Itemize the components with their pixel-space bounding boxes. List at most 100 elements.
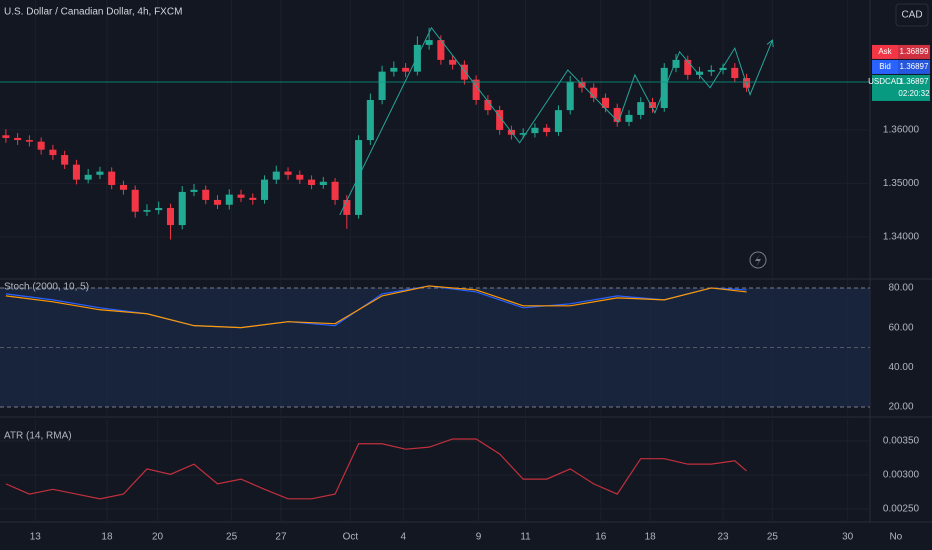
candle-body [684, 59, 692, 75]
candle-body [531, 127, 539, 134]
candle-body [61, 155, 69, 165]
candle-body [366, 99, 374, 141]
pattern-arrowhead [766, 39, 774, 48]
x-tick-label: 27 [275, 532, 287, 543]
candle-body [237, 194, 245, 198]
countdown: 02:20:32 [898, 89, 930, 98]
symbol-label: USDCAD [868, 77, 902, 86]
candle-body [484, 99, 492, 111]
candle-body [696, 71, 704, 75]
candle-body [308, 179, 316, 185]
candle-body [319, 181, 327, 185]
bid-tag-value-bg [898, 59, 930, 74]
x-tick-label: No [889, 532, 902, 543]
candle-body [543, 127, 551, 133]
candle-body [72, 164, 80, 180]
y-tick-label: 1.34000 [883, 231, 920, 242]
indicator-title: ATR (14, RMA) [4, 431, 72, 442]
candle-body [390, 67, 398, 72]
x-tick-label: 13 [30, 532, 42, 543]
candle-body [413, 44, 421, 72]
x-tick-label: 18 [645, 532, 657, 543]
candle-body [84, 174, 92, 180]
y-tick-label: 0.00300 [883, 470, 920, 481]
candle-body [225, 194, 233, 205]
candle-body [202, 189, 210, 200]
candle-body [402, 67, 410, 72]
candle-body [190, 189, 198, 192]
candle-body [590, 87, 598, 98]
y-tick-label: 0.00350 [883, 436, 920, 447]
candle-body [554, 110, 562, 133]
candle-body [108, 171, 116, 185]
candle-body [96, 171, 104, 175]
candle-body [272, 171, 280, 180]
candle-body [707, 70, 715, 72]
x-tick-label: 23 [717, 532, 729, 543]
currency-button[interactable] [895, 3, 929, 27]
x-tick-label: 16 [595, 532, 607, 543]
candle-body [14, 137, 22, 141]
y-tick-label: 20.00 [888, 402, 913, 413]
candle-body [119, 184, 127, 190]
candle-body [343, 199, 351, 215]
candle-body [25, 140, 33, 142]
candle-body [178, 191, 186, 226]
candle-body [613, 107, 621, 122]
candle-body [672, 59, 680, 68]
candle-body [284, 171, 292, 175]
alert-icon[interactable] [749, 251, 767, 269]
indicator-title: Stoch (2000, 10, 5) [4, 282, 89, 293]
x-tick-label: 11 [520, 532, 531, 543]
candle-body [449, 59, 457, 65]
x-tick-label: 4 [400, 532, 406, 543]
candle-body [166, 207, 174, 226]
candle-body [566, 81, 574, 111]
y-tick-label: 1.35000 [883, 178, 920, 189]
x-tick-label: 9 [476, 532, 482, 543]
ask-tag-label-bg [872, 44, 898, 59]
y-tick-label: 60.00 [888, 322, 913, 333]
candle-body [519, 133, 527, 135]
bid-tag-label-bg [872, 59, 898, 74]
candle-body [143, 210, 151, 212]
x-tick-label: 20 [152, 532, 164, 543]
alert-icon-bolt [755, 254, 761, 267]
y-tick-label: 1.36000 [883, 125, 920, 136]
candle-body [2, 135, 10, 138]
ask-tag-value: 1.36899 [900, 47, 929, 56]
pattern-drawing [339, 26, 773, 216]
candle-body [296, 174, 304, 180]
bid-tag-label: Bid [879, 62, 891, 71]
candle-body [731, 67, 739, 79]
currency-label[interactable]: CAD [901, 10, 922, 21]
candle-body [460, 64, 468, 80]
x-tick-label: 18 [101, 532, 113, 543]
x-tick-label: Oct [343, 532, 359, 543]
candle-body [472, 79, 480, 100]
y-tick-label: 40.00 [888, 362, 913, 373]
candle-body [213, 199, 222, 205]
y-tick-label: 80.00 [888, 283, 913, 294]
candle-body [425, 40, 433, 45]
candle-body [331, 181, 339, 200]
candle-body [496, 110, 504, 130]
x-tick-label: 25 [226, 532, 238, 543]
candle-body [437, 40, 445, 60]
candle-body [155, 207, 163, 211]
candle-body [49, 149, 57, 156]
candle-body [625, 114, 633, 122]
ask-tag-value-bg [898, 44, 930, 59]
candle-body [601, 97, 609, 108]
candle-body [648, 102, 657, 108]
indicator-line [5, 285, 747, 329]
last-tag-bg [872, 74, 930, 101]
candle-body [37, 141, 45, 150]
ask-tag-label: Ask [878, 47, 892, 56]
candle-body [719, 67, 727, 71]
candle-body [261, 179, 269, 200]
